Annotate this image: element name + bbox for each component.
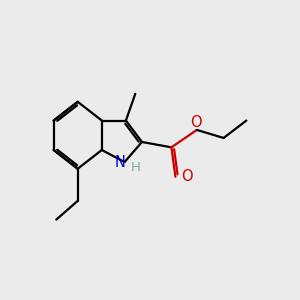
Text: N: N bbox=[115, 154, 126, 169]
Text: O: O bbox=[181, 169, 193, 184]
Text: O: O bbox=[190, 115, 201, 130]
Text: H: H bbox=[130, 161, 140, 174]
